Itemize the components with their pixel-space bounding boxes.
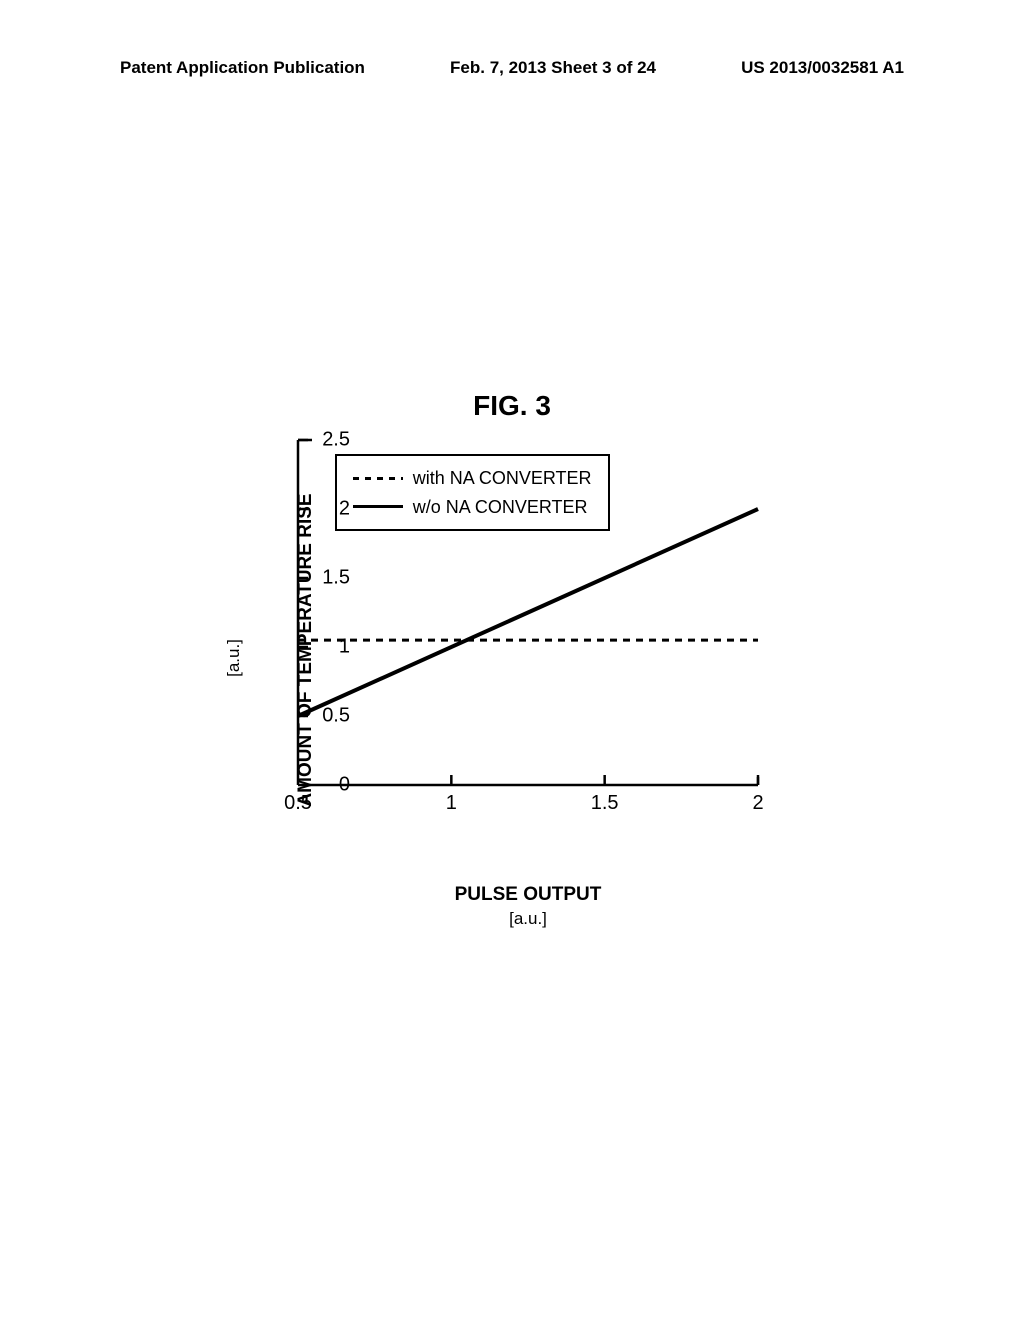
x-axis-label-text: PULSE OUTPUT [455, 884, 602, 905]
legend-label: with NA CONVERTER [413, 464, 592, 493]
y-tick-label: 2 [339, 498, 350, 521]
legend: with NA CONVERTER w/o NA CONVERTER [335, 454, 610, 532]
legend-line-solid-icon [353, 505, 403, 508]
header-patent-number: US 2013/0032581 A1 [741, 58, 904, 78]
x-axis-unit: [a.u.] [509, 909, 547, 928]
legend-line-dashed-icon [353, 477, 403, 480]
plot-area: with NA CONVERTER w/o NA CONVERTER [298, 440, 758, 785]
figure-title: FIG. 3 [0, 390, 1024, 422]
x-tick-label: 0.5 [284, 792, 312, 815]
y-tick-label: 2.5 [322, 429, 350, 452]
legend-label: w/o NA CONVERTER [413, 493, 588, 522]
header-date-sheet: Feb. 7, 2013 Sheet 3 of 24 [450, 58, 656, 78]
legend-item: with NA CONVERTER [353, 464, 592, 493]
x-tick-label: 1.5 [591, 792, 619, 815]
chart: AMOUNT OF TEMPERATURE RISE [a.u.] with N… [170, 440, 820, 860]
page-header: Patent Application Publication Feb. 7, 2… [0, 58, 1024, 78]
x-tick-label: 2 [752, 792, 763, 815]
header-publication: Patent Application Publication [120, 58, 365, 78]
y-tick-label: 1 [339, 636, 350, 659]
y-axis-unit: [a.u.] [224, 639, 244, 677]
y-tick-label: 0.5 [322, 705, 350, 728]
x-axis-label: PULSE OUTPUT [a.u.] [298, 883, 758, 932]
y-tick-label: 0 [339, 774, 350, 797]
legend-item: w/o NA CONVERTER [353, 493, 592, 522]
x-tick-label: 1 [446, 792, 457, 815]
y-tick-label: 1.5 [322, 567, 350, 590]
